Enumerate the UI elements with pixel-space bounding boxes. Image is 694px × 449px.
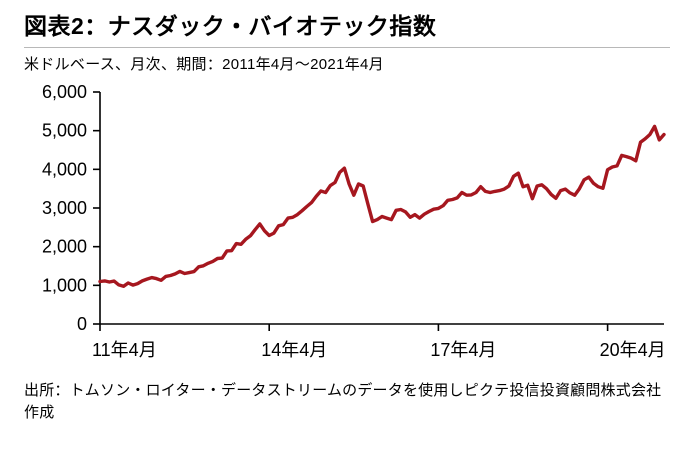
svg-text:2,000: 2,000	[42, 237, 87, 257]
svg-text:14年4月: 14年4月	[261, 340, 327, 360]
svg-text:5,000: 5,000	[42, 121, 87, 141]
svg-text:3,000: 3,000	[42, 198, 87, 218]
svg-text:6,000: 6,000	[42, 82, 87, 102]
figure-title: 図表2：ナスダック・バイオテック指数	[24, 13, 437, 39]
svg-text:4,000: 4,000	[42, 160, 87, 180]
chart-area: 0 1,000 2,000 3,000 4,000 5,000 6,000 11年4月 14年4…	[24, 80, 670, 378]
figure-subtitle: 米ドルベース、月次、期間：2011年4月～2021年4月	[24, 55, 384, 73]
biotech-index-line-chart: 0 1,000 2,000 3,000 4,000 5,000 6,000 11年4月 14年4…	[42, 82, 666, 360]
svg-text:20年4月: 20年4月	[600, 340, 666, 360]
source-note: 出所：トムソン・ロイター・データストリームのデータを使用しピクテ投信投資顧問株式…	[24, 382, 662, 421]
svg-text:1,000: 1,000	[42, 276, 87, 296]
svg-text:0: 0	[77, 314, 87, 334]
svg-text:17年4月: 17年4月	[430, 340, 496, 360]
svg-text:11年4月: 11年4月	[92, 340, 157, 360]
title-divider	[24, 46, 670, 48]
